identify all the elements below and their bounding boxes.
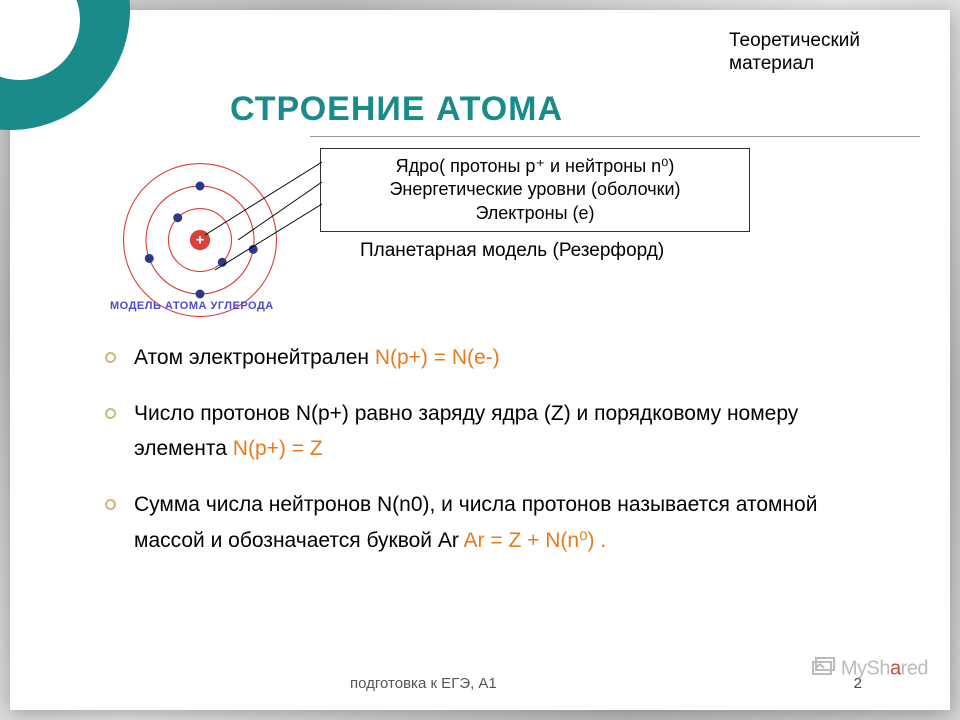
bullet-item: Сумма числа нейтронов N(n0), и числа про… xyxy=(105,487,890,558)
bullet-ring-icon xyxy=(105,352,116,363)
theory-line-2: материал xyxy=(729,53,860,76)
footer-text: подготовка к ЕГЭ, А1 xyxy=(350,675,497,692)
wm-red: a xyxy=(890,657,901,679)
planetary-model-label: Планетарная модель (Резерфорд) xyxy=(360,240,664,262)
desc-line-1: Ядро( протоны p⁺ и нейтроны n⁰) xyxy=(333,155,737,178)
wm-pre: MySh xyxy=(841,657,890,679)
theory-note: Теоретический материал xyxy=(729,30,860,76)
formula-highlight: N(p+) = N(e-) xyxy=(375,346,500,369)
bullet-text: Атом электронейтрален N(p+) = N(e-) xyxy=(134,340,890,376)
bullet-item: Атом электронейтрален N(p+) = N(e-) xyxy=(105,340,890,376)
desc-line-3: Электроны (е) xyxy=(333,202,737,225)
bullet-text: Число протонов N(p+) равно заряду ядра (… xyxy=(134,396,890,467)
slide: Теоретический материал СТРОЕНИЕ АТОМА + … xyxy=(10,10,950,710)
bullet-item: Число протонов N(p+) равно заряду ядра (… xyxy=(105,396,890,467)
watermark: MyShared xyxy=(811,656,928,682)
watermark-icon xyxy=(811,656,837,682)
wm-post: red xyxy=(901,657,928,679)
svg-text:+: + xyxy=(196,233,205,249)
atom-caption: МОДЕЛЬ АТОМА УГЛЕРОДА xyxy=(110,300,274,312)
bullet-ring-icon xyxy=(105,499,116,510)
theory-line-1: Теоретический xyxy=(729,30,860,53)
formula-highlight: N(p+) = Z xyxy=(233,437,323,460)
bullet-list: Атом электронейтрален N(p+) = N(e-) Число… xyxy=(105,340,890,578)
title-underline xyxy=(310,136,920,137)
page-title: СТРОЕНИЕ АТОМА xyxy=(230,90,563,129)
desc-line-2: Энергетические уровни (оболочки) xyxy=(333,178,737,201)
description-box: Ядро( протоны p⁺ и нейтроны n⁰) Энергети… xyxy=(320,148,750,232)
formula-highlight: Ar = Z + N(n⁰) . xyxy=(464,529,607,552)
bullet-ring-icon xyxy=(105,408,116,419)
bullet-text: Сумма числа нейтронов N(n0), и числа про… xyxy=(134,487,890,558)
